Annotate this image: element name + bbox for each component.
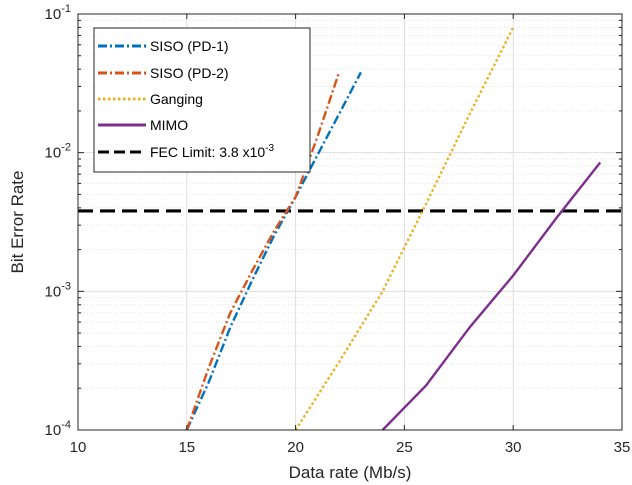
y-axis-label: Bit Error Rate [8, 171, 27, 274]
fec-label-exponent: -3 [265, 143, 274, 154]
y-tick-label: 10-3 [45, 280, 71, 300]
y-tick-exponent: -1 [61, 3, 71, 15]
y-tick-base: 10 [45, 6, 62, 23]
y-tick-exponent: -2 [61, 142, 71, 154]
y-tick-label: 10-1 [45, 3, 71, 23]
y-tick-base: 10 [45, 283, 62, 300]
legend-entry-fec-limit: FEC Limit: 3.8 x10-3 [98, 143, 274, 160]
legend-label-ganging: Ganging [150, 91, 203, 107]
series-line-siso-pd-2 [185, 71, 341, 431]
plot-frame [77, 13, 623, 431]
x-axis-label: Data rate (Mb/s) [289, 463, 412, 482]
y-tick-label: 10-4 [45, 419, 71, 439]
x-tick-label: 35 [614, 439, 631, 456]
legend-entry-mimo: MIMO [98, 117, 188, 133]
legend-label-fec-limit: FEC Limit: 3.8 x10-3 [150, 143, 274, 160]
legend-entry-siso-pd2: SISO (PD-2) [98, 65, 229, 81]
legend-label-siso-pd2: SISO (PD-2) [150, 65, 229, 81]
legend-entry-ganging: Ganging [98, 91, 203, 107]
y-tick-exponent: -3 [61, 280, 71, 292]
x-tick-label: 15 [178, 439, 195, 456]
x-tick-labels: 10 15 20 25 30 35 [70, 439, 631, 456]
legend-label-siso-pd1: SISO (PD-1) [150, 38, 229, 54]
y-tick-base: 10 [45, 422, 62, 439]
ticks [77, 13, 623, 431]
y-tick-exponent: -4 [61, 419, 71, 431]
x-tick-label: 10 [70, 439, 87, 456]
legend: SISO (PD-1) SISO (PD-2) Ganging MIMO FEC… [93, 27, 311, 173]
x-tick-label: 20 [287, 439, 304, 456]
series-line-siso-pd-1 [185, 71, 362, 431]
y-tick-label: 10-2 [45, 142, 71, 162]
legend-label-mimo: MIMO [150, 117, 188, 133]
series-line-ganging [294, 26, 515, 431]
series-line-mimo [381, 161, 602, 431]
y-tick-base: 10 [45, 145, 62, 162]
series-layer [78, 26, 622, 431]
fec-label-base: FEC Limit: 3.8 x10 [150, 144, 265, 160]
x-tick-label: 30 [505, 439, 522, 456]
y-tick-labels: 10-410-310-210-1 [45, 3, 71, 439]
legend-entry-siso-pd1: SISO (PD-1) [98, 38, 229, 54]
x-tick-label: 25 [396, 439, 413, 456]
